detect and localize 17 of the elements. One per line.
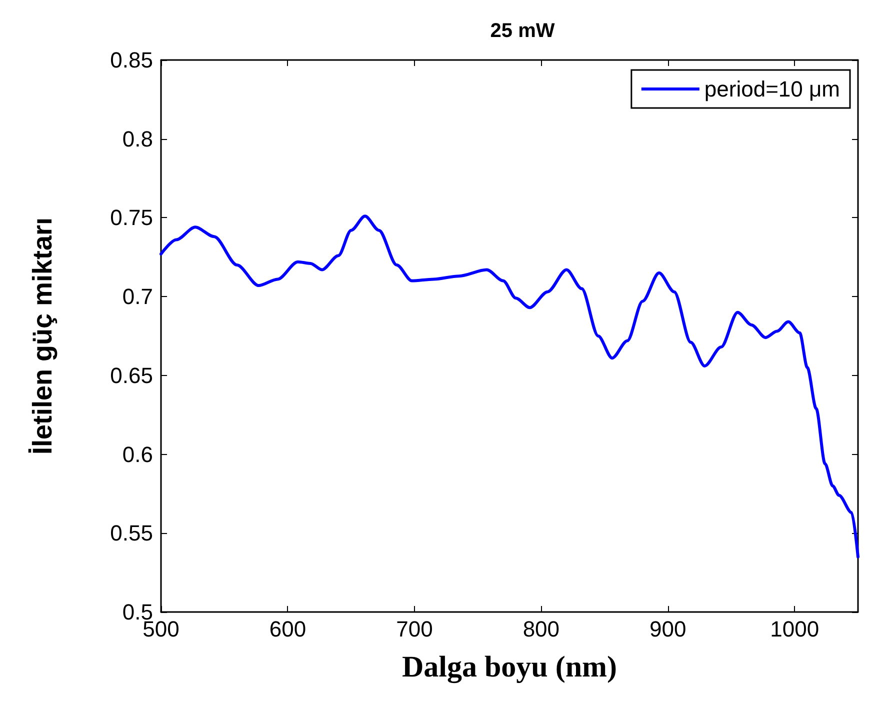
x-tick-label: 1000: [770, 616, 820, 642]
y-tick-label: 0.65: [110, 362, 153, 388]
y-tick-label: 0.55: [110, 520, 153, 546]
y-tick-label: 0.7: [122, 284, 153, 310]
line-series: [160, 214, 860, 558]
legend-label: period=10 μm: [704, 76, 840, 102]
y-tick-label: 0.6: [122, 442, 153, 467]
x-tick-label: 600: [269, 616, 306, 642]
x-axis-title: Dalga boyu (nm): [402, 650, 618, 684]
y-tick-label: 0.85: [110, 48, 153, 72]
y-tick-label: 0.8: [122, 126, 153, 152]
x-tick-label: 700: [396, 616, 433, 642]
chart-title: 25 mW: [490, 20, 555, 42]
x-tick-label: 900: [650, 616, 686, 642]
x-tick-label: 800: [522, 616, 560, 642]
y-axis-title: İletilen güç miktarı: [28, 217, 58, 455]
y-tick-label: 0.75: [110, 205, 153, 230]
